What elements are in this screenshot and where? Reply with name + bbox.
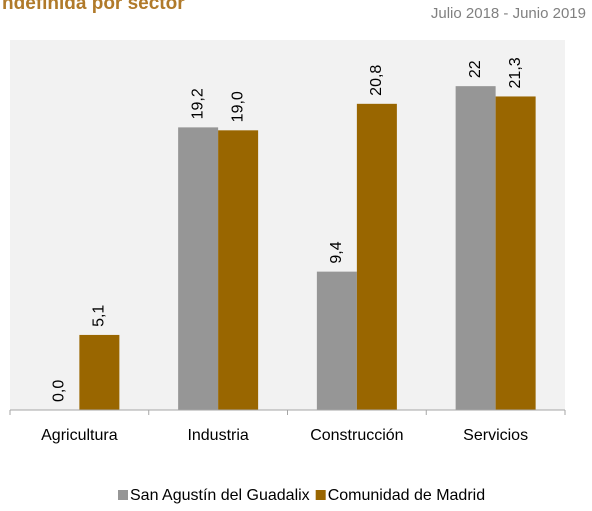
legend-label: San Agustín del Guadalix [130, 487, 310, 504]
data-label: 9,4 [328, 241, 345, 263]
chart-subtitle: Julio 2018 - Junio 2019 [431, 5, 586, 22]
bar [79, 334, 120, 410]
bar [316, 271, 357, 410]
bar [178, 127, 219, 410]
x-tick-label: Industria [187, 427, 248, 444]
x-tick-label: Construcción [310, 427, 403, 444]
data-label: 5,1 [91, 305, 108, 327]
legend-swatch [315, 490, 326, 500]
legend-swatch [118, 490, 128, 500]
x-tick-label: Servicios [463, 427, 528, 444]
data-label: 0,0 [51, 380, 68, 402]
data-label: 19,2 [189, 88, 206, 119]
x-tick-label: Agricultura [41, 427, 118, 444]
data-label: 20,8 [368, 65, 385, 96]
data-label: 19,0 [229, 91, 246, 122]
legend-label: Comunidad de Madrid [328, 487, 485, 504]
bar [455, 86, 496, 410]
bar [218, 130, 259, 410]
data-label: 22 [467, 60, 484, 78]
bar [495, 96, 536, 411]
data-label: 21,3 [507, 57, 524, 88]
chart-title: ndefinida por sector [2, 0, 185, 14]
bar [356, 103, 397, 410]
